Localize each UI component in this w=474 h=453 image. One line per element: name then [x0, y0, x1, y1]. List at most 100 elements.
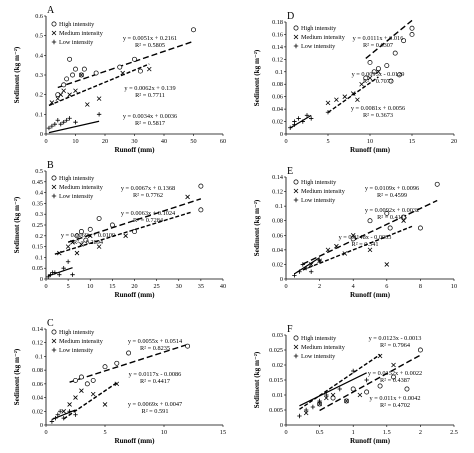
data-point: [58, 121, 63, 127]
equation-label: y = 0.011x + 0.0042: [370, 395, 421, 402]
data-point: [303, 407, 309, 413]
trend-line: [48, 63, 150, 107]
data-point: [87, 226, 93, 232]
equation-label: y = 0.0055x + 0.0514: [128, 338, 183, 345]
legend-entry: Low intensity: [59, 347, 94, 354]
panel-d: D 0 0.02 0.04 0.06 0.08 0.1 0.12 0.14 0.16 0.18 0 5 1…: [253, 11, 457, 154]
data-point: [396, 72, 402, 78]
data-point: [409, 31, 415, 37]
x-axis-label: Runoff (mm): [350, 291, 391, 299]
legend-entry: High intensity: [301, 25, 337, 32]
data-point: [67, 116, 72, 121]
y-tick-label: 0.1: [35, 111, 43, 118]
legend-entry: High intensity: [301, 179, 337, 186]
x-tick-label: 20: [102, 138, 108, 145]
data-point: [185, 194, 190, 200]
data-point: [132, 229, 137, 234]
x-tick-label: 8: [419, 283, 422, 290]
trend-line: [69, 343, 188, 383]
r-squared-label: R² = 0.2894: [73, 239, 104, 246]
data-point: [123, 233, 128, 239]
data-point: [344, 398, 349, 404]
equation-label: y = 0.0095x - 0.0129: [352, 71, 405, 78]
y-tick-label: 0.14: [272, 174, 283, 181]
data-point: [367, 247, 373, 253]
equation-label: y = 0.0092x + 0.0032: [365, 207, 419, 214]
data-point: [96, 112, 102, 117]
y-tick-label: 0.02: [272, 261, 283, 268]
y-tick-label: 0.35: [32, 200, 43, 207]
data-point: [384, 262, 390, 267]
equation-label: y = 0.0109x + 0.0096: [365, 185, 419, 192]
trend-line: [327, 76, 379, 114]
legend-marker: [51, 193, 57, 199]
trend-line: [48, 120, 100, 134]
data-point: [109, 222, 115, 228]
legend-entry: Medium intensity: [301, 188, 346, 195]
r-squared-label: R² = 0.6307: [363, 42, 393, 49]
y-tick-label: 0.2: [35, 233, 43, 240]
legend-entry: High intensity: [59, 175, 95, 182]
x-tick-label: 10: [367, 138, 373, 145]
data-point: [384, 210, 390, 216]
data-point: [191, 27, 196, 33]
y-tick-label: 0.18: [272, 19, 283, 26]
data-point: [297, 413, 302, 419]
y-tick-label: 0.03: [272, 332, 283, 339]
y-tick-label: 0.3: [35, 211, 43, 218]
y-tick-label: 0.08: [272, 218, 283, 225]
equation-label: y = 0.0034x + 0.0036: [123, 113, 177, 120]
r-squared-label: R² = 0.4417: [140, 378, 170, 385]
data-point: [93, 70, 99, 76]
legend-entry: High intensity: [59, 21, 95, 28]
r-squared-label: R² = 0.541: [352, 241, 379, 248]
y-tick-label: 0.04: [272, 106, 283, 113]
x-tick-label: 60: [220, 138, 226, 145]
data-point: [417, 347, 423, 353]
legend-marker: [293, 353, 299, 359]
data-point: [387, 225, 393, 231]
data-point: [46, 274, 51, 280]
legend-marker: [51, 39, 57, 45]
legend-entry: Medium intensity: [301, 344, 346, 351]
y-tick-label: 0.04: [32, 395, 43, 402]
data-point: [49, 123, 55, 129]
y-tick-label: 0.6: [35, 13, 43, 20]
equation-label: y = 0.0069x + 0.0047: [128, 401, 182, 408]
panel-e: E 0 0.02 0.04 0.06 0.08 0.1 0.12 0.14 0 2 4 6 8 10 Runo…: [253, 166, 457, 299]
x-tick-label: 4: [352, 283, 355, 290]
data-point: [67, 56, 73, 62]
data-point: [350, 91, 356, 96]
data-point: [296, 116, 301, 121]
data-point: [61, 88, 66, 94]
data-point: [73, 88, 78, 94]
x-tick-label: 1.5: [383, 429, 391, 436]
data-point: [334, 243, 339, 249]
data-point: [48, 272, 53, 277]
data-point: [49, 419, 55, 424]
panel-letter: B: [47, 160, 54, 171]
data-point: [324, 395, 329, 401]
data-point: [342, 251, 348, 256]
y-tick-label: 0: [280, 422, 283, 429]
x-tick-label: 20: [131, 283, 137, 290]
y-tick-label: 0.15: [32, 244, 43, 251]
trend-line: [63, 382, 118, 420]
r-squared-label: R² = 0.3673: [363, 112, 393, 119]
legend-entry: Low intensity: [301, 43, 336, 50]
data-point: [61, 409, 66, 414]
legend-marker: [51, 175, 57, 181]
data-point: [401, 218, 406, 223]
y-tick-label: 0.14: [32, 326, 43, 333]
data-point: [58, 92, 64, 97]
data-point: [324, 392, 329, 398]
r-squared-label: R² = 0.4702: [380, 402, 410, 409]
data-point: [401, 214, 407, 220]
legend-marker: [293, 179, 299, 185]
x-tick-label: 25: [154, 283, 160, 290]
